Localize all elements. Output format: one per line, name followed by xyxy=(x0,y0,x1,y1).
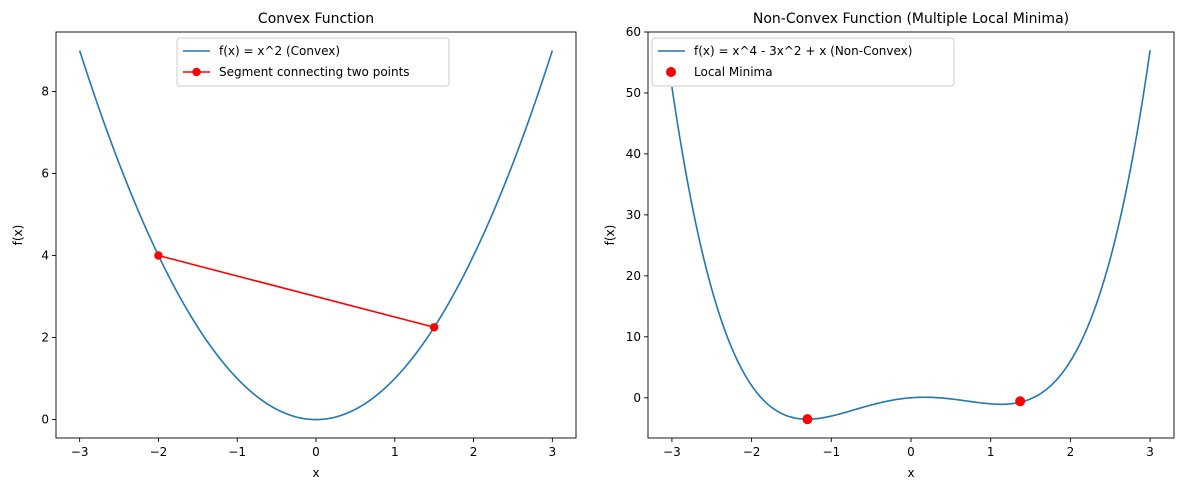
chart-2-ytick-label-6: 50 xyxy=(626,86,641,100)
chart-2-legend-label-2: Local Minima xyxy=(694,65,773,79)
chart-2-ytick-label-1: 0 xyxy=(633,391,641,405)
chart-1-ytick-label-1: 0 xyxy=(41,413,49,427)
chart-2-legend-label-1: f(x) = x^4 - 3x^2 + x (Non-Convex) xyxy=(694,44,912,58)
chart-2-series-2-point-2 xyxy=(1015,396,1026,407)
chart-1-legend-label-1: f(x) = x^2 (Convex) xyxy=(219,44,340,58)
chart-1-xtick-label-1: −3 xyxy=(71,445,89,459)
chart-1-xtick-label-4: 0 xyxy=(312,445,320,459)
chart-1-series-1-line xyxy=(78,50,554,421)
chart-2-xtick-label-1: −3 xyxy=(663,445,681,459)
chart-2-ytick-label-7: 60 xyxy=(626,25,641,39)
chart-1-legend-marker-2 xyxy=(192,67,201,77)
chart-1-xtick-label-7: 3 xyxy=(549,445,557,459)
chart-1: Convex Function −3 −2 −1 0 1 2 3 0 2 4 6 8 x f(x) f(x) … xyxy=(11,11,577,480)
chart-2-xtick-label-5: 1 xyxy=(987,445,995,459)
chart-2-xtick-label-4: 0 xyxy=(907,445,915,459)
chart-1-title: Convex Function xyxy=(258,11,374,27)
chart-2-series-2-point-1 xyxy=(802,414,813,425)
chart-2-ytick-label-3: 20 xyxy=(626,269,641,283)
chart-1-series-2 xyxy=(154,251,439,332)
chart-1-legend-label-2: Segment connecting two points xyxy=(219,65,410,79)
chart-1-series-1 xyxy=(78,50,554,421)
chart-1-ytick-label-2: 2 xyxy=(41,331,49,345)
chart-1-xtick-label-6: 2 xyxy=(470,445,478,459)
chart-1-xtick-label-2: −2 xyxy=(150,445,168,459)
chart-1-xlabel: x xyxy=(312,466,319,480)
chart-1-legend: f(x) = x^2 (Convex) Segment connecting tw… xyxy=(176,37,450,87)
chart-1-series-2-marker-1 xyxy=(154,251,163,260)
chart-1-ytick-label-5: 8 xyxy=(41,84,49,98)
chart-2-series-2 xyxy=(802,396,1026,425)
chart-1-series-2-marker-2 xyxy=(429,323,439,332)
chart-1-xtick-label-3: −1 xyxy=(228,445,246,459)
chart-2-legend-box xyxy=(651,37,955,87)
chart-2-axes-frame xyxy=(647,31,1175,439)
chart-2-xtick-label-2: −2 xyxy=(743,445,761,459)
chart-2-ytick-label-4: 30 xyxy=(626,208,641,222)
chart-1-legend-box xyxy=(176,37,450,87)
chart-2: Non-Convex Function (Multiple Local Mini… xyxy=(603,11,1175,480)
chart-1-axes-frame xyxy=(55,31,577,439)
chart-2-ylabel: f(x) xyxy=(603,225,617,246)
chart-2-series-1-line xyxy=(671,50,1151,420)
chart-2-ytick-label-5: 40 xyxy=(626,147,641,161)
chart-2-xtick-label-6: 2 xyxy=(1067,445,1075,459)
chart-2-xtick-label-3: −1 xyxy=(822,445,840,459)
chart-2-title: Non-Convex Function (Multiple Local Mini… xyxy=(753,11,1069,27)
chart-2-legend-swatch-2 xyxy=(666,67,676,77)
chart-1-ylabel: f(x) xyxy=(11,225,25,246)
chart-1-ytick-label-4: 6 xyxy=(41,166,49,180)
chart-2-xlabel: x xyxy=(907,466,914,480)
chart-2-xtick-label-7: 3 xyxy=(1146,445,1154,459)
chart-2-ytick-label-2: 10 xyxy=(626,330,641,344)
chart-2-legend: f(x) = x^4 - 3x^2 + x (Non-Convex) Local … xyxy=(651,37,955,87)
chart-1-xtick-label-5: 1 xyxy=(391,445,399,459)
chart-1-series-2-line xyxy=(158,254,435,329)
chart-1-ytick-label-3: 4 xyxy=(41,249,49,263)
chart-2-series-1 xyxy=(671,50,1151,420)
